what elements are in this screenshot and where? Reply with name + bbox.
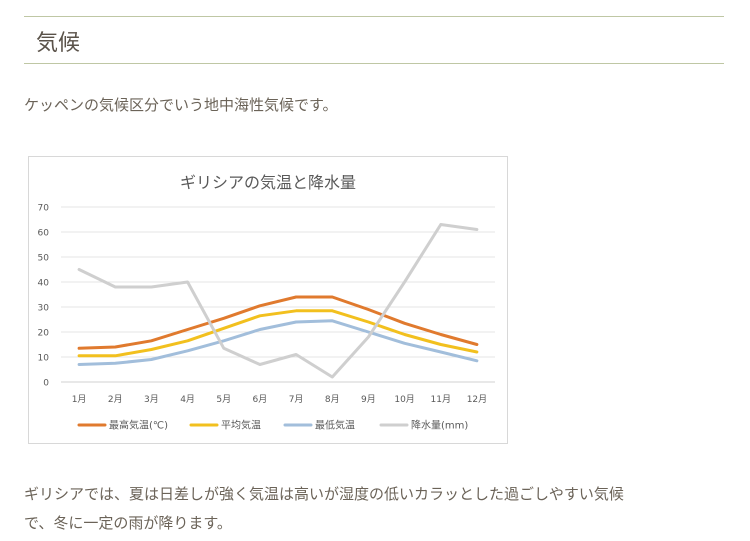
series-line-1	[77, 295, 479, 350]
x-tick-label: 1月	[72, 394, 87, 405]
intro-text: ケッペンの気候区分でいう地中海性気候です。	[24, 96, 338, 114]
outro-line-2: で、冬に一定の雨が降ります。	[24, 514, 232, 532]
chart-title: ギリシアの気温と降水量	[180, 173, 356, 192]
x-tick-label: 12月	[467, 394, 487, 405]
y-tick-label: 50	[38, 254, 50, 264]
legend-label: 降水量(mm)	[411, 419, 468, 432]
series-line-3	[77, 319, 479, 366]
outro-text: ギリシアでは、夏は日差しが強く気温は高いが湿度の低いカラッとした過ごしやすい気候…	[24, 480, 724, 538]
section-title: 気候	[36, 31, 81, 56]
y-tick-label: 70	[38, 204, 50, 214]
section-header: 気候	[24, 16, 724, 64]
x-tick-label: 2月	[108, 394, 123, 405]
x-tick-label: 3月	[144, 394, 159, 405]
y-tick-label: 10	[38, 354, 50, 364]
chart-svg: ギリシアの気温と降水量 0 10 20 30 40 50 60 70 1月 2月 3月 4月 5月 6月 7月…	[38, 173, 495, 432]
x-tick-label: 7月	[289, 394, 304, 405]
outro-line-1: ギリシアでは、夏は日差しが強く気温は高いが湿度の低いカラッとした過ごしやすい気候	[24, 485, 624, 503]
legend-label: 最高気温(℃)	[109, 419, 168, 432]
x-tick-label: 9月	[361, 394, 376, 405]
y-tick-label: 20	[38, 329, 50, 339]
y-tick-label: 60	[38, 229, 50, 239]
y-tick-label: 0	[43, 379, 49, 389]
x-tick-label: 8月	[325, 394, 340, 405]
y-tick-label: 30	[38, 304, 50, 314]
series-line-4	[77, 223, 479, 379]
x-tick-label: 10月	[394, 394, 414, 405]
x-tick-label: 5月	[216, 394, 231, 405]
series-line-2	[77, 309, 479, 358]
x-tick-label: 4月	[180, 394, 195, 405]
x-tick-label: 11月	[431, 394, 451, 405]
climate-chart: ギリシアの気温と降水量 0 10 20 30 40 50 60 70 1月 2月 3月 4月 5月 6月 7月…	[28, 156, 508, 444]
legend-label: 最低気温	[315, 419, 355, 432]
x-tick-label: 6月	[253, 394, 268, 405]
y-tick-label: 40	[38, 279, 50, 289]
legend-label: 平均気温	[221, 419, 261, 432]
